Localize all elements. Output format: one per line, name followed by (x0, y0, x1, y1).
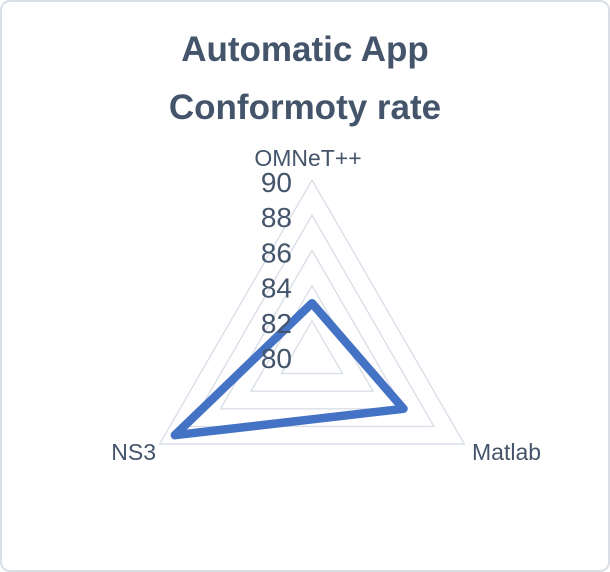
chart-title-line2: Conformoty rate (168, 88, 442, 127)
data-series-polygon (170, 298, 408, 440)
axis-tick-label-90: 90 (261, 167, 292, 198)
chart-title: Automatic App Conformoty rate (2, 21, 608, 137)
category-label-0: OMNeT++ (254, 145, 361, 171)
grid-ring-90 (158, 178, 466, 445)
grid-ring-88 (188, 213, 436, 428)
category-label-1: Matlab (472, 439, 541, 465)
axis-tick-label-80: 80 (261, 343, 292, 374)
grid-ring-86 (219, 249, 405, 410)
chart-title-line1: Automatic App (181, 30, 429, 69)
axis-tick-label-86: 86 (261, 237, 292, 268)
axis-tick-label-84: 84 (261, 273, 292, 304)
category-label-2: NS3 (111, 439, 156, 465)
grid-ring-82 (280, 319, 344, 375)
axis-tick-label-82: 82 (261, 308, 292, 339)
axis-tick-label-88: 88 (261, 202, 292, 233)
